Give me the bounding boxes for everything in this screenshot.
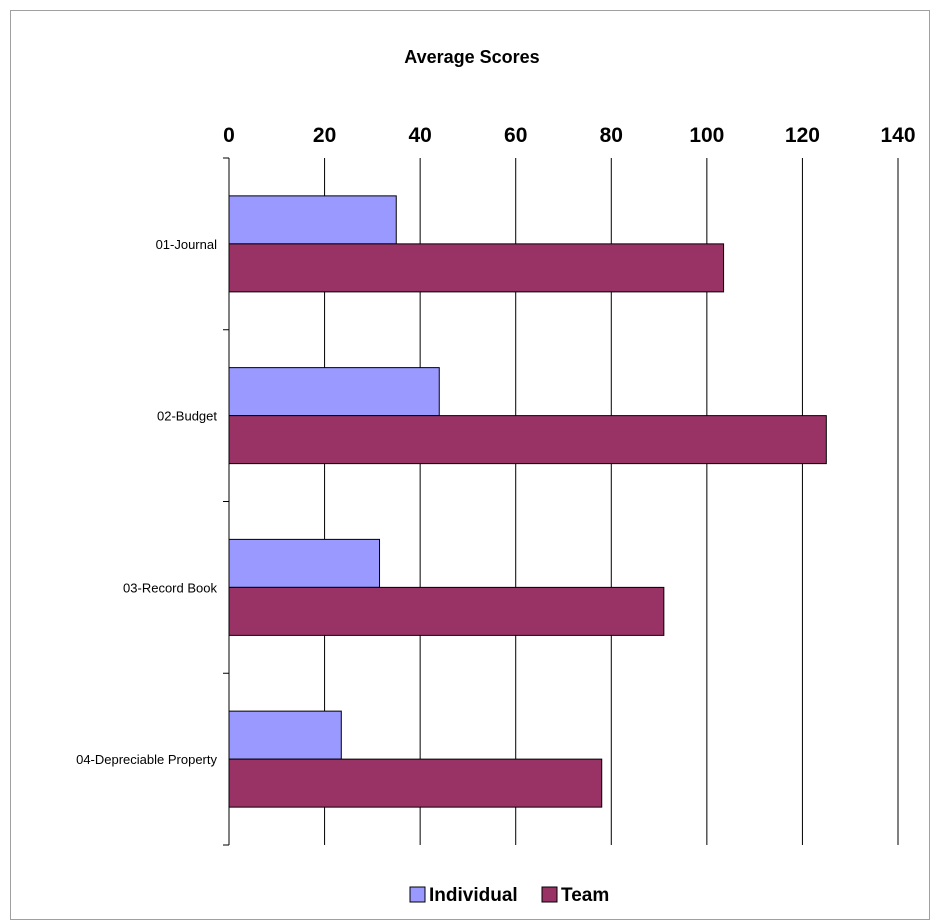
x-tick-label: 40 bbox=[408, 124, 431, 147]
legend: Individual Team bbox=[409, 885, 609, 906]
team-bar bbox=[228, 415, 827, 465]
legend-label: Individual bbox=[429, 885, 518, 906]
x-tick-label: 80 bbox=[600, 124, 623, 147]
axes bbox=[223, 157, 230, 846]
category-label: 02-Budget bbox=[157, 409, 217, 424]
x-tick-label: 0 bbox=[223, 124, 235, 147]
legend-swatch bbox=[541, 886, 558, 903]
x-tick-label: 100 bbox=[689, 124, 724, 147]
team-bar bbox=[228, 243, 725, 293]
x-tick-label: 140 bbox=[880, 124, 915, 147]
x-tick-label: 120 bbox=[785, 124, 820, 147]
x-tick-labels: 0 20 40 60 80 100 120 140 bbox=[223, 124, 915, 147]
category-label: 01-Journal bbox=[156, 237, 218, 252]
category-label: 04-Depreciable Property bbox=[76, 752, 217, 767]
individual-bar bbox=[228, 710, 342, 760]
team-bar bbox=[228, 586, 665, 636]
legend-label: Team bbox=[561, 885, 609, 906]
x-tick-label: 60 bbox=[504, 124, 527, 147]
category-labels: 01-Journal 02-Budget 03-Record Book 04-Depr… bbox=[76, 237, 217, 767]
bars bbox=[228, 195, 827, 808]
individual-bar bbox=[228, 195, 397, 245]
chart-title: Average Scores bbox=[404, 47, 539, 67]
legend-swatch bbox=[409, 886, 426, 903]
category-label: 03-Record Book bbox=[123, 580, 217, 595]
individual-bar bbox=[228, 538, 381, 588]
x-tick-label: 20 bbox=[313, 124, 336, 147]
individual-bar bbox=[228, 367, 440, 417]
team-bar bbox=[228, 758, 603, 808]
